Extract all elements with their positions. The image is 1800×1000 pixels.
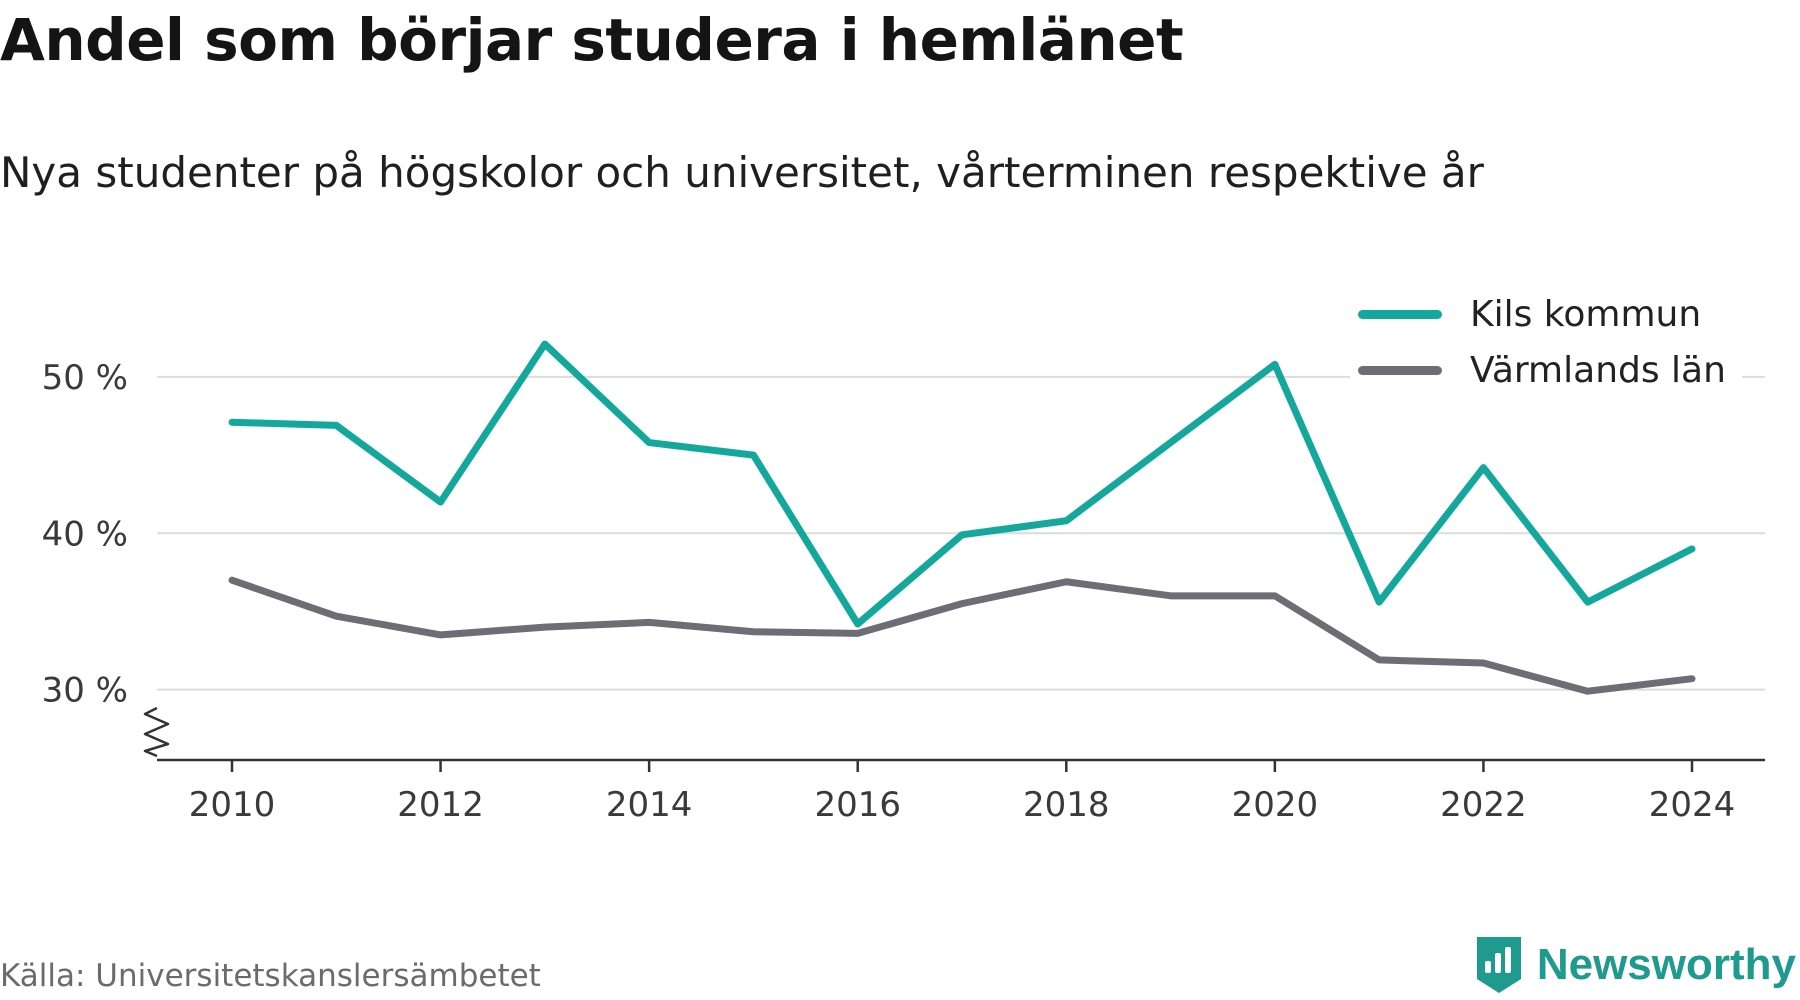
- y-tick-label: 50 %: [42, 358, 128, 398]
- legend-item-kils: Kils kommun: [1358, 286, 1726, 342]
- x-tick-label: 2012: [397, 785, 484, 825]
- chart-title: Andel som börjar studera i hemlänet: [0, 6, 1184, 74]
- x-tick-label: 2018: [1023, 785, 1110, 825]
- y-tick-label: 40 %: [42, 514, 128, 554]
- y-axis-labels: 30 % 40 % 50 %: [42, 358, 128, 711]
- x-tick-label: 2022: [1440, 785, 1527, 825]
- x-axis-labels: 2010 2012 2014 2016 2018 2020 2022 2024: [189, 760, 1736, 825]
- chart-subtitle: Nya studenter på högskolor och universit…: [0, 148, 1484, 197]
- y-tick-label: 30 %: [42, 671, 128, 711]
- newsworthy-logo-icon: [1476, 937, 1521, 993]
- x-tick-label: 2020: [1232, 785, 1319, 825]
- x-axis: [143, 706, 1765, 762]
- x-tick-label: 2010: [189, 785, 276, 825]
- x-tick-label: 2014: [606, 785, 693, 825]
- legend-swatch-kils: [1358, 309, 1442, 319]
- legend-item-varmland: Värmlands län: [1358, 342, 1726, 398]
- x-tick-label: 2024: [1649, 785, 1736, 825]
- legend: Kils kommun Värmlands län: [1350, 282, 1742, 404]
- y-axis-break-icon: [143, 706, 170, 758]
- legend-label-kils: Kils kommun: [1470, 293, 1702, 335]
- legend-label-varmland: Värmlands län: [1470, 349, 1726, 391]
- source-note: Källa: Universitetskanslersämbetet: [0, 958, 541, 994]
- brand[interactable]: Newsworthy: [1475, 935, 1796, 995]
- brand-name: Newsworthy: [1536, 940, 1796, 989]
- legend-swatch-varmland: [1358, 365, 1442, 375]
- series-lines: [228, 340, 1696, 695]
- series-line: [228, 340, 1696, 628]
- x-tick-label: 2016: [814, 785, 901, 825]
- series-line: [228, 576, 1696, 695]
